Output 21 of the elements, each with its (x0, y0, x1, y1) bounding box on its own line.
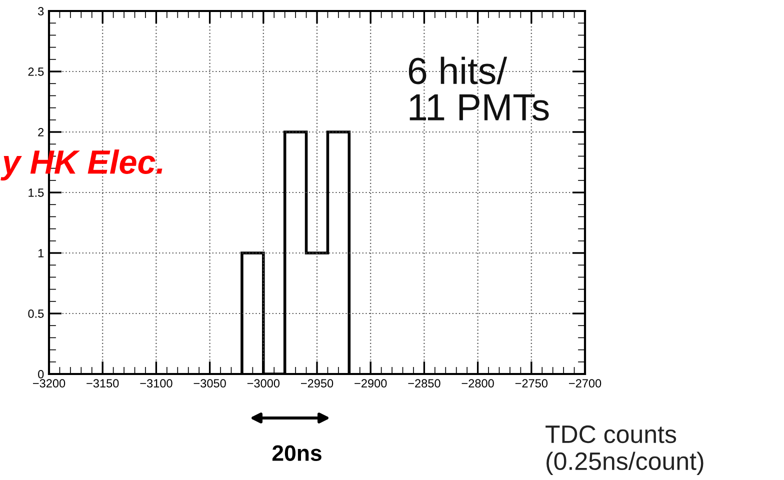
x-tick-label: −2750 (515, 379, 548, 388)
annotation: 6 hits/ 11 PMTs (408, 56, 549, 121)
x-tick-label: −3150 (86, 379, 119, 388)
y-tick-label: 0 (38, 370, 44, 378)
y-tick-label: 2 (38, 128, 44, 136)
text: 20ns (272, 445, 322, 461)
y-tick-label: 1.5 (28, 188, 44, 197)
x-tick-label: −2800 (462, 379, 494, 388)
x-tick-label: −2900 (354, 379, 387, 388)
y-tick-label: 0.5 (28, 310, 44, 318)
x-tick-label: −2950 (301, 379, 334, 388)
y-tick-label: 1 (38, 249, 44, 258)
x-tick-label: −3000 (247, 379, 280, 388)
y-tick-label: 3 (38, 7, 44, 16)
x-tick-label: −2700 (569, 379, 602, 388)
x-tick-label: −2850 (408, 379, 440, 388)
x-tick-label: −3100 (140, 379, 172, 388)
x-tick-label: −3050 (194, 379, 226, 388)
y-tick-label: 2.5 (28, 68, 44, 76)
x-axis-title: TDC counts (0.25ns/count) (546, 425, 704, 475)
x-tick-label: −3200 (33, 379, 66, 388)
